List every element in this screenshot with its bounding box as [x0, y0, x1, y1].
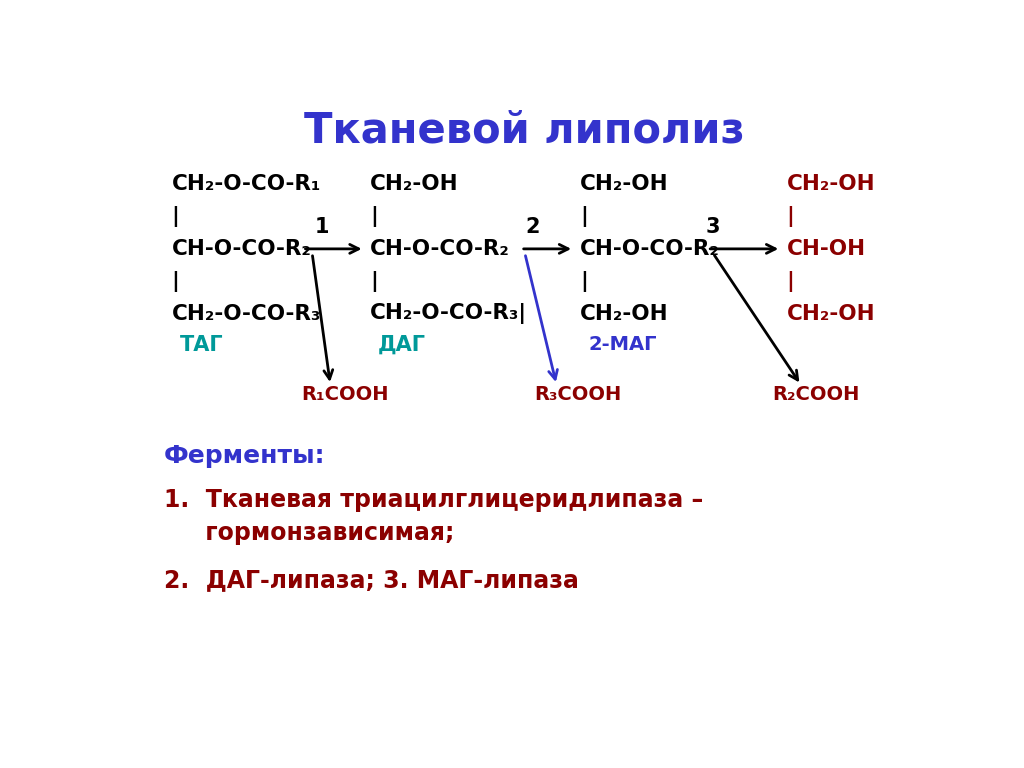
Text: 2.  ДАГ-липаза; 3. МАГ-липаза: 2. ДАГ-липаза; 3. МАГ-липаза — [164, 568, 579, 592]
Text: Тканевой липолиз: Тканевой липолиз — [304, 110, 745, 151]
Text: 1: 1 — [315, 217, 330, 237]
Text: CH₂-OH: CH₂-OH — [786, 304, 876, 324]
Text: CH₂-OH: CH₂-OH — [370, 174, 459, 194]
Text: CH₂-O-CO-R₃|: CH₂-O-CO-R₃| — [370, 303, 527, 324]
Text: |: | — [172, 271, 179, 292]
Text: 3: 3 — [706, 217, 720, 237]
Text: |: | — [581, 206, 588, 227]
Text: CH-O-CO-R₂: CH-O-CO-R₂ — [581, 239, 720, 259]
Text: |: | — [172, 206, 179, 227]
Text: CH-OH: CH-OH — [786, 239, 866, 259]
Text: R₃COOH: R₃COOH — [535, 386, 622, 405]
Text: ДАГ: ДАГ — [378, 335, 426, 355]
Text: R₂COOH: R₂COOH — [772, 386, 860, 405]
Text: |: | — [581, 271, 588, 292]
Text: CH₂-OH: CH₂-OH — [581, 174, 669, 194]
Text: Ферменты:: Ферменты: — [164, 444, 326, 468]
Text: |: | — [786, 206, 795, 227]
Text: |: | — [370, 206, 378, 227]
Text: |: | — [370, 271, 378, 292]
Text: гормонзависимая;: гормонзависимая; — [164, 521, 454, 545]
Text: CH-O-CO-R₂: CH-O-CO-R₂ — [370, 239, 510, 259]
Text: |: | — [786, 271, 795, 292]
Text: R₁COOH: R₁COOH — [301, 386, 388, 405]
Text: ТАГ: ТАГ — [179, 335, 223, 355]
Text: 2: 2 — [525, 217, 540, 237]
Text: CH₂-O-CO-R₁: CH₂-O-CO-R₁ — [172, 174, 321, 194]
Text: 1.  Тканевая триацилглицеридлипаза –: 1. Тканевая триацилглицеридлипаза – — [164, 488, 702, 512]
Text: CH-O-CO-R₂: CH-O-CO-R₂ — [172, 239, 311, 259]
Text: CH₂-O-CO-R₃: CH₂-O-CO-R₃ — [172, 304, 321, 324]
Text: CH₂-OH: CH₂-OH — [581, 304, 669, 324]
Text: 2-МАГ: 2-МАГ — [588, 335, 656, 354]
Text: CH₂-OH: CH₂-OH — [786, 174, 876, 194]
